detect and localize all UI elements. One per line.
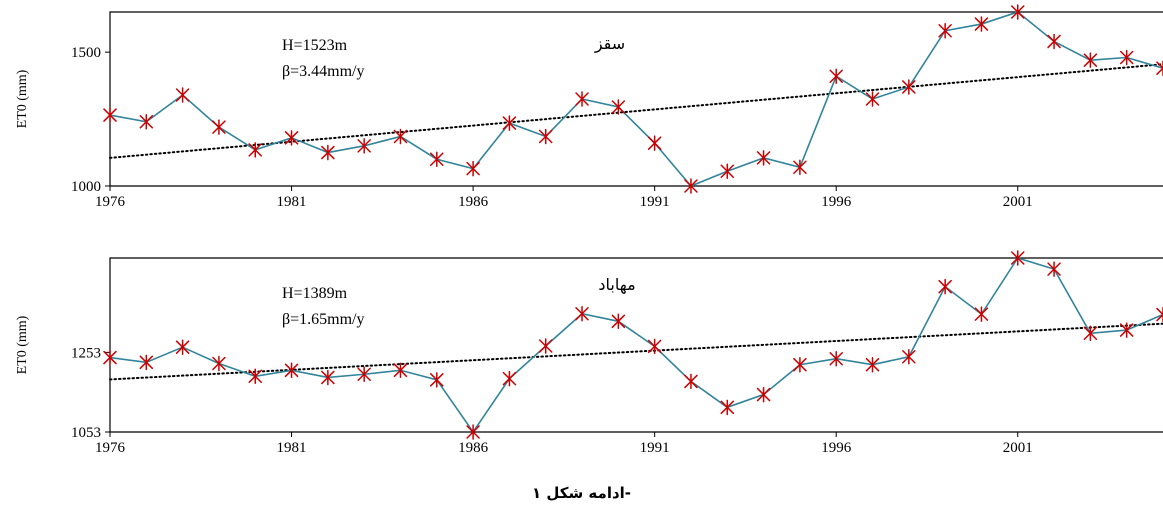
data-point xyxy=(502,115,517,131)
data-point xyxy=(974,306,989,322)
data-point xyxy=(829,68,843,84)
x-tick-label: 2001 xyxy=(1003,440,1033,456)
data-point xyxy=(575,91,589,107)
data-point xyxy=(938,22,952,39)
y-axis-label: ET0 (mm) xyxy=(15,69,30,128)
data-point xyxy=(1011,250,1025,266)
data-point xyxy=(684,178,698,194)
x-tick-label: 2001 xyxy=(1003,194,1033,210)
data-point xyxy=(865,356,880,373)
data-point xyxy=(720,163,735,180)
series-line xyxy=(109,257,1163,434)
x-tick-label: 1986 xyxy=(458,440,489,456)
data-point xyxy=(248,368,262,385)
data-point xyxy=(1156,60,1163,76)
x-tick-label: 1981 xyxy=(277,440,307,456)
plot-frame xyxy=(109,11,1163,187)
data-point xyxy=(103,107,117,123)
y-tick-label: 1253 xyxy=(71,345,101,361)
data-point xyxy=(248,142,262,158)
y-tick-label: 1500 xyxy=(71,45,101,61)
chart-panel-1: 1976 1981 1986 1991 1996 2001 1000 1500 ET0 (mm)… xyxy=(15,4,1163,210)
trend-line xyxy=(109,322,1163,381)
x-tick-label: 1996 xyxy=(821,440,852,456)
data-point xyxy=(357,366,371,383)
data-point xyxy=(1047,261,1061,277)
data-point xyxy=(538,338,553,354)
figure-caption: ادامه شکل ۱- xyxy=(531,484,632,502)
station-title: سقز xyxy=(594,34,625,54)
station-title: مهاباد xyxy=(598,275,635,295)
data-point xyxy=(1083,52,1098,68)
data-point xyxy=(430,151,444,167)
data-point xyxy=(611,313,626,330)
data-point xyxy=(902,79,916,95)
y-axis-label: ET0 (mm) xyxy=(15,315,30,374)
annotation-2: β=1.65mm/y xyxy=(282,311,365,328)
data-point xyxy=(430,372,444,388)
series-line xyxy=(109,11,1163,187)
data-point xyxy=(1083,325,1098,342)
data-point xyxy=(684,373,698,390)
data-point xyxy=(103,349,117,366)
chart-panel-2: 1976 1981 1986 1991 1996 2001 1053 1253 ET0 (mm)… xyxy=(15,250,1163,456)
data-point xyxy=(357,138,371,154)
x-tick-label: 1986 xyxy=(458,194,489,210)
data-point xyxy=(720,399,735,416)
plot-frame xyxy=(109,257,1163,433)
data-point xyxy=(793,159,807,176)
data-point xyxy=(611,99,626,115)
data-point xyxy=(321,369,335,386)
data-point xyxy=(393,128,408,145)
data-point xyxy=(647,135,662,151)
data-point xyxy=(974,16,989,32)
x-tick-label: 1976 xyxy=(95,440,126,456)
data-point xyxy=(647,338,662,355)
data-point xyxy=(284,362,299,379)
data-point xyxy=(756,386,771,403)
data-point xyxy=(502,370,517,387)
data-point xyxy=(284,130,299,146)
x-tick-label: 1991 xyxy=(640,194,670,210)
data-point xyxy=(575,305,589,322)
x-tick-label: 1976 xyxy=(95,194,126,210)
y-tick-label: 1000 xyxy=(71,179,101,195)
y-tick-label: 1053 xyxy=(71,425,101,441)
x-tick-label: 1996 xyxy=(821,194,852,210)
data-point xyxy=(212,119,226,135)
data-point xyxy=(1119,322,1134,338)
data-point xyxy=(1119,49,1134,66)
data-point xyxy=(938,278,952,295)
data-point xyxy=(1011,4,1025,20)
data-point xyxy=(1156,306,1163,323)
data-point xyxy=(829,350,843,367)
data-point xyxy=(902,348,916,365)
x-tick-label: 1991 xyxy=(640,440,670,456)
data-point xyxy=(175,339,190,355)
data-point xyxy=(793,356,807,373)
data-point xyxy=(1047,33,1061,50)
annotation-2: β=3.44mm/y xyxy=(282,63,365,80)
data-point xyxy=(139,354,154,371)
data-point xyxy=(212,355,226,372)
data-point xyxy=(139,114,154,130)
annotation-1: H=1523m xyxy=(282,37,348,54)
data-point xyxy=(865,91,880,107)
data-point xyxy=(466,160,480,177)
figure: 1976 1981 1986 1991 1996 2001 1000 1500 ET0 (mm)… xyxy=(15,4,1163,456)
x-tick-label: 1981 xyxy=(277,194,307,210)
data-point xyxy=(175,87,190,103)
annotation-1: H=1389m xyxy=(282,285,348,302)
data-point xyxy=(756,150,771,166)
data-point xyxy=(321,144,335,161)
trend-line xyxy=(109,63,1163,159)
data-point xyxy=(538,128,553,145)
data-point xyxy=(393,362,408,379)
data-point xyxy=(466,424,480,440)
